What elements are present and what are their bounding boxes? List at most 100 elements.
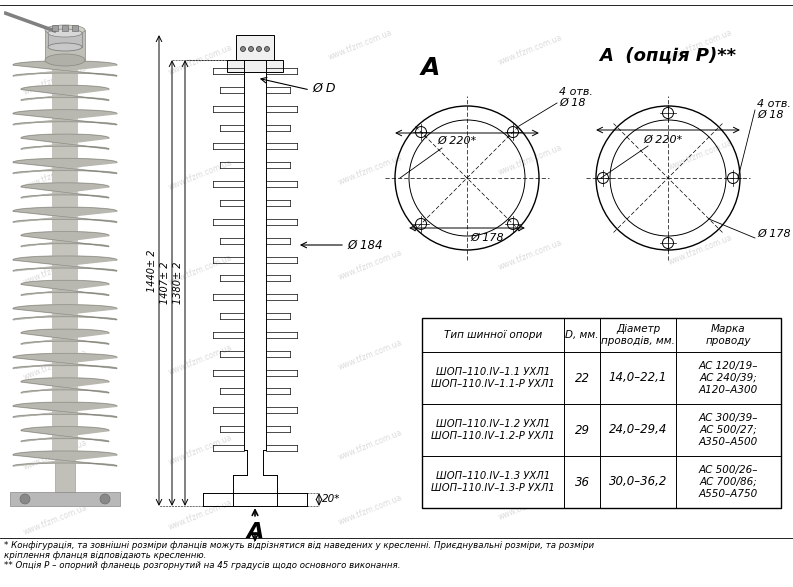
Text: 36: 36 [574,475,589,488]
Text: www.tfzm.com.ua: www.tfzm.com.ua [496,33,563,67]
Text: Діаметр
проводів, мм.: Діаметр проводів, мм. [601,324,675,346]
Text: www.tfzm.com.ua: www.tfzm.com.ua [21,63,88,97]
Text: кріплення фланця відповідають кресленню.: кріплення фланця відповідають кресленню. [4,551,206,559]
Bar [422,318,781,508]
Text: www.tfzm.com.ua: www.tfzm.com.ua [167,253,233,287]
Text: А: А [247,522,263,542]
Text: 30,0–36,2: 30,0–36,2 [609,475,667,488]
Text: ШОП–110.IV–1.1 УХЛ1
ШОП–110.IV–1.1-Р УХЛ1: ШОП–110.IV–1.1 УХЛ1 ШОП–110.IV–1.1-Р УХЛ… [431,367,555,389]
Text: АС 500/26–
АС 700/86;
А550–А750: АС 500/26– АС 700/86; А550–А750 [699,465,758,498]
Polygon shape [21,281,109,295]
Polygon shape [21,427,109,441]
Text: Ø 18: Ø 18 [757,110,783,120]
Text: www.tfzm.com.ua: www.tfzm.com.ua [21,438,88,472]
Bar [52,60,78,460]
Text: www.tfzm.com.ua: www.tfzm.com.ua [21,253,88,287]
Text: Ø D: Ø D [312,82,335,95]
Text: www.tfzm.com.ua: www.tfzm.com.ua [337,153,404,187]
Text: www.tfzm.com.ua: www.tfzm.com.ua [496,413,563,447]
Text: 29: 29 [574,423,589,437]
Bar [52,25,58,31]
Text: www.tfzm.com.ua: www.tfzm.com.ua [667,28,734,62]
Text: www.tfzm.com.ua: www.tfzm.com.ua [646,318,714,352]
Polygon shape [13,158,117,174]
Bar [48,33,82,47]
Text: АС 120/19–
АС 240/39;
А120–А300: АС 120/19– АС 240/39; А120–А300 [699,362,758,394]
Ellipse shape [48,29,82,37]
Text: D, мм.: D, мм. [565,330,599,340]
Polygon shape [13,402,117,417]
Bar [55,460,75,492]
Polygon shape [13,61,117,76]
Ellipse shape [45,25,85,35]
Text: www.tfzm.com.ua: www.tfzm.com.ua [667,233,734,267]
Bar [10,492,120,506]
Polygon shape [13,256,117,271]
Circle shape [265,46,270,52]
Bar [72,25,78,31]
Polygon shape [13,207,117,222]
Text: 24,0–29,4: 24,0–29,4 [609,423,667,437]
Text: www.tfzm.com.ua: www.tfzm.com.ua [496,488,563,522]
Text: Ø 220*: Ø 220* [643,135,683,145]
Polygon shape [21,329,109,344]
Bar [62,25,68,31]
Polygon shape [13,305,117,320]
Text: Тип шинної опори: Тип шинної опори [444,330,542,340]
Text: 4 отв.: 4 отв. [559,87,593,97]
Text: www.tfzm.com.ua: www.tfzm.com.ua [167,498,233,532]
Bar [227,60,283,72]
Text: www.tfzm.com.ua: www.tfzm.com.ua [167,343,233,377]
Circle shape [248,46,254,52]
Text: www.tfzm.com.ua: www.tfzm.com.ua [667,138,734,172]
Text: www.tfzm.com.ua: www.tfzm.com.ua [337,248,404,282]
Text: www.tfzm.com.ua: www.tfzm.com.ua [337,493,404,527]
Polygon shape [21,85,109,100]
Polygon shape [21,378,109,393]
Text: 1440± 2: 1440± 2 [147,249,157,292]
Text: Ø 184: Ø 184 [347,238,382,251]
Bar [236,35,274,60]
Text: 20*: 20* [322,494,340,504]
Circle shape [100,494,110,504]
Text: Ø 220*: Ø 220* [438,136,477,146]
Text: * Конфігурація, та зовнішні розміри фланців можуть відрізнятися від наведених у : * Конфігурація, та зовнішні розміри флан… [4,541,594,549]
Circle shape [256,46,262,52]
Text: А: А [420,56,439,80]
Text: Ø 178: Ø 178 [757,229,791,239]
Text: 1407± 2: 1407± 2 [160,262,170,304]
Circle shape [240,46,246,52]
Text: А  (опція Р)**: А (опція Р)** [600,46,737,64]
Polygon shape [13,353,117,369]
Bar [45,30,85,60]
Text: www.tfzm.com.ua: www.tfzm.com.ua [496,323,563,357]
Text: www.tfzm.com.ua: www.tfzm.com.ua [167,433,233,467]
Polygon shape [13,451,117,466]
Text: www.tfzm.com.ua: www.tfzm.com.ua [21,503,88,537]
Text: 1380± 2: 1380± 2 [173,262,183,304]
Text: 4 отв.: 4 отв. [757,99,791,109]
Polygon shape [21,134,109,149]
Ellipse shape [45,54,85,66]
Text: www.tfzm.com.ua: www.tfzm.com.ua [327,28,393,62]
Text: www.tfzm.com.ua: www.tfzm.com.ua [21,348,88,382]
Text: www.tfzm.com.ua: www.tfzm.com.ua [337,428,404,462]
Text: 22: 22 [574,372,589,384]
Text: Ø 178: Ø 178 [470,233,504,243]
Text: www.tfzm.com.ua: www.tfzm.com.ua [337,338,404,372]
Text: www.tfzm.com.ua: www.tfzm.com.ua [167,158,233,192]
Polygon shape [21,183,109,198]
Text: www.tfzm.com.ua: www.tfzm.com.ua [167,43,233,77]
Text: ШОП–110.IV–1.2 УХЛ1
ШОП–110.IV–1.2-Р УХЛ1: ШОП–110.IV–1.2 УХЛ1 ШОП–110.IV–1.2-Р УХЛ… [431,419,555,441]
Text: 14,0–22,1: 14,0–22,1 [609,372,667,384]
Circle shape [20,494,30,504]
Text: Ø 18: Ø 18 [559,98,585,108]
Ellipse shape [48,43,82,51]
Text: www.tfzm.com.ua: www.tfzm.com.ua [21,158,88,192]
Polygon shape [21,232,109,247]
Text: ** Опція Р – опорний фланець розгорнутий на 45 градусів щодо основного виконання: ** Опція Р – опорний фланець розгорнутий… [4,562,400,571]
Text: www.tfzm.com.ua: www.tfzm.com.ua [496,238,563,272]
Text: www.tfzm.com.ua: www.tfzm.com.ua [496,143,563,177]
Text: АС 300/39–
АС 500/27;
А350–А500: АС 300/39– АС 500/27; А350–А500 [699,413,758,447]
Text: Марка
проводу: Марка проводу [706,324,751,346]
